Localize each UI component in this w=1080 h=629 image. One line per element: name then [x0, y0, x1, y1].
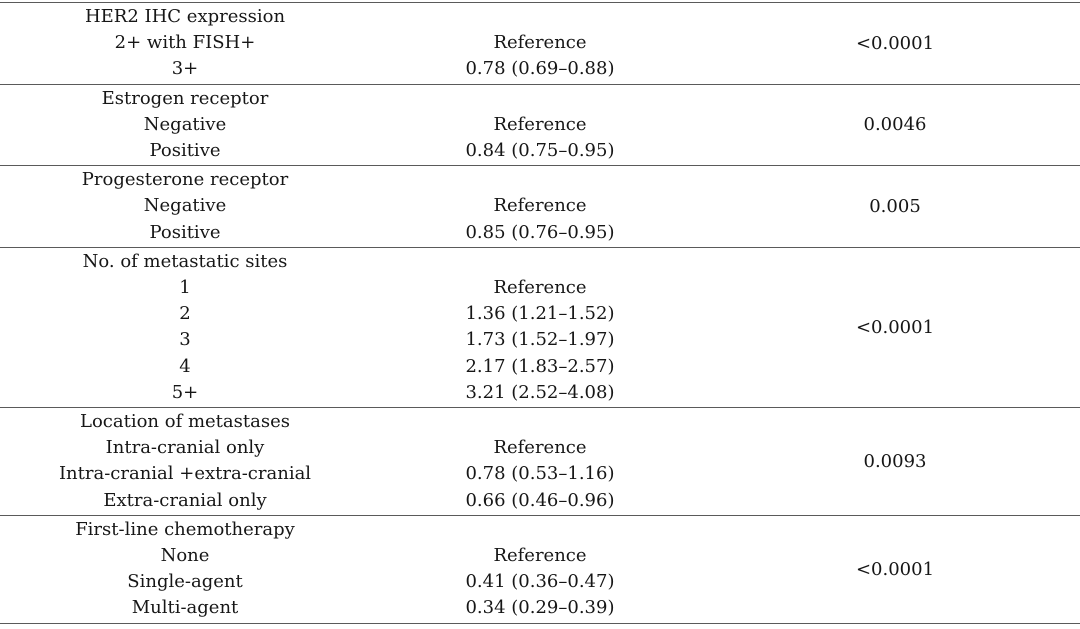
table-row-category: HER2 IHC expression <0.0001 — [0, 3, 1080, 54]
row-value-cell: 3.21 (2.52–4.08) — [465, 381, 615, 403]
empty-cell — [370, 247, 710, 275]
row-label-cell: Multi-agent — [131, 597, 239, 619]
p-value-cell: 0.0046 — [863, 114, 927, 136]
p-value-cell: <0.0001 — [855, 558, 935, 580]
table-row: 2 1.36 (1.21–1.52) — [0, 301, 1080, 327]
row-value-cell: Reference — [493, 545, 587, 567]
row-label-cell: Intra-cranial only — [105, 437, 265, 459]
empty-cell — [370, 166, 710, 194]
row-label-cell: 4 — [179, 355, 191, 377]
table-row: 1 Reference — [0, 275, 1080, 301]
row-value-cell: 2.17 (1.83–2.57) — [465, 355, 615, 377]
row-value-cell: 0.78 (0.53–1.16) — [465, 463, 615, 485]
table-row: 3 1.73 (1.52–1.97) — [0, 327, 1080, 353]
row-value-cell: 1.36 (1.21–1.52) — [465, 303, 615, 325]
table-row: None Reference — [0, 543, 1080, 569]
row-label-cell: 5+ — [171, 381, 199, 403]
row-value-cell: Reference — [493, 113, 587, 135]
category-cell: No. of metastatic sites — [82, 250, 288, 272]
row-value-cell: Reference — [493, 277, 587, 299]
row-label-cell: Positive — [149, 140, 221, 162]
table-section: No. of metastatic sites <0.0001 1 Reference… — [0, 247, 1080, 407]
p-value-cell: <0.0001 — [855, 32, 935, 54]
table-section: Estrogen receptor 0.0046 Negative Reference… — [0, 84, 1080, 166]
empty-cell — [370, 408, 710, 436]
table-row: Intra-cranial +extra-cranial 0.78 (0.53–1… — [0, 461, 1080, 487]
empty-cell — [370, 515, 710, 543]
table-row: Negative Reference — [0, 112, 1080, 138]
row-label-cell: Single-agent — [127, 571, 243, 593]
table-row: 3+ 0.78 (0.69–0.88) — [0, 56, 1080, 84]
row-value-cell: 0.85 (0.76–0.95) — [465, 221, 615, 243]
row-label-cell: Negative — [143, 113, 227, 135]
table-row: Intra-cranial only Reference — [0, 435, 1080, 461]
table-row-category: Progesterone receptor 0.005 — [0, 166, 1080, 217]
table-row: Multi-agent 0.34 (0.29–0.39) — [0, 595, 1080, 623]
row-label-cell: Negative — [143, 195, 227, 217]
row-label-cell: 2+ with FISH+ — [114, 32, 256, 54]
row-value-cell: Reference — [493, 195, 587, 217]
row-value-cell: 0.84 (0.75–0.95) — [465, 140, 615, 162]
row-label-cell: Intra-cranial +extra-cranial — [58, 463, 312, 485]
row-label-cell: 1 — [179, 277, 191, 299]
table-section: Location of metastases 0.0093 Intra-crania… — [0, 407, 1080, 516]
table-section: First-line chemotherapy <0.0001 None Refere… — [0, 515, 1080, 623]
p-value-cell: <0.0001 — [855, 316, 935, 338]
row-value-cell: 0.66 (0.46–0.96) — [465, 489, 615, 511]
table-row-category: Location of metastases 0.0093 — [0, 408, 1080, 472]
category-cell: Estrogen receptor — [101, 87, 269, 109]
table-row: Positive 0.85 (0.76–0.95) — [0, 220, 1080, 248]
table-section: Progesterone receptor 0.005 Negative Refere… — [0, 165, 1080, 248]
empty-cell — [370, 84, 710, 112]
table-row: Negative Reference — [0, 193, 1080, 219]
category-cell: Progesterone receptor — [81, 169, 289, 191]
table-row-category: No. of metastatic sites <0.0001 — [0, 247, 1080, 338]
row-value-cell: 0.41 (0.36–0.47) — [465, 571, 615, 593]
table-section: HER2 IHC expression <0.0001 2+ with FISH+ R… — [0, 3, 1080, 85]
row-label-cell: 3+ — [171, 58, 199, 80]
row-label-cell: None — [160, 545, 210, 567]
row-label-cell: 3 — [179, 329, 191, 351]
p-value-cell: 0.005 — [869, 195, 921, 217]
table-row: Positive 0.84 (0.75–0.95) — [0, 138, 1080, 166]
table-row-category: First-line chemotherapy <0.0001 — [0, 515, 1080, 580]
row-label-cell: 2 — [179, 303, 191, 325]
row-value-cell: 0.78 (0.69–0.88) — [465, 58, 615, 80]
category-cell: First-line chemotherapy — [75, 518, 295, 540]
row-value-cell: 0.34 (0.29–0.39) — [465, 597, 615, 619]
table-row-category: Estrogen receptor 0.0046 — [0, 84, 1080, 136]
empty-cell — [370, 3, 710, 31]
table-row: 2+ with FISH+ Reference — [0, 30, 1080, 56]
p-value-cell: 0.0093 — [863, 450, 927, 472]
table-row: 4 2.17 (1.83–2.57) — [0, 354, 1080, 380]
table-row: 5+ 3.21 (2.52–4.08) — [0, 380, 1080, 408]
table-row: Single-agent 0.41 (0.36–0.47) — [0, 569, 1080, 595]
row-value-cell: Reference — [493, 437, 587, 459]
row-value-cell: Reference — [493, 32, 587, 54]
row-label-cell: Extra-cranial only — [103, 489, 267, 511]
row-label-cell: Positive — [149, 221, 221, 243]
category-cell: Location of metastases — [80, 411, 290, 433]
table-row: Extra-cranial only 0.66 (0.46–0.96) — [0, 488, 1080, 516]
row-value-cell: 1.73 (1.52–1.97) — [465, 329, 615, 351]
category-cell: HER2 IHC expression — [84, 6, 286, 27]
